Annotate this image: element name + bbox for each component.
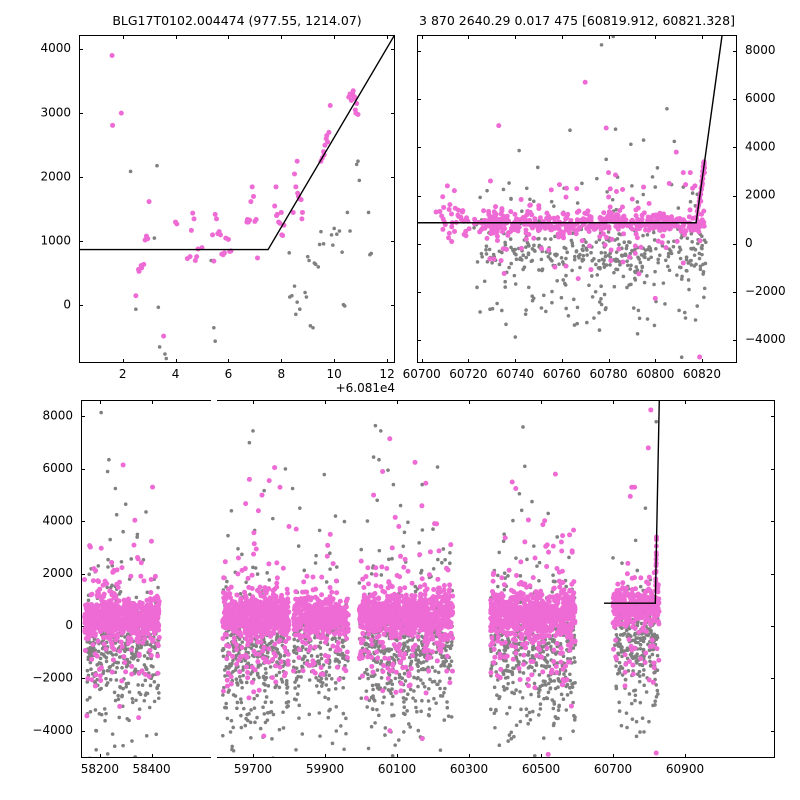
light-curve-chart-canvas xyxy=(0,0,800,800)
figure: BLG17T0102.004474 (977.55, 1214.07) 3 87… xyxy=(0,0,800,800)
